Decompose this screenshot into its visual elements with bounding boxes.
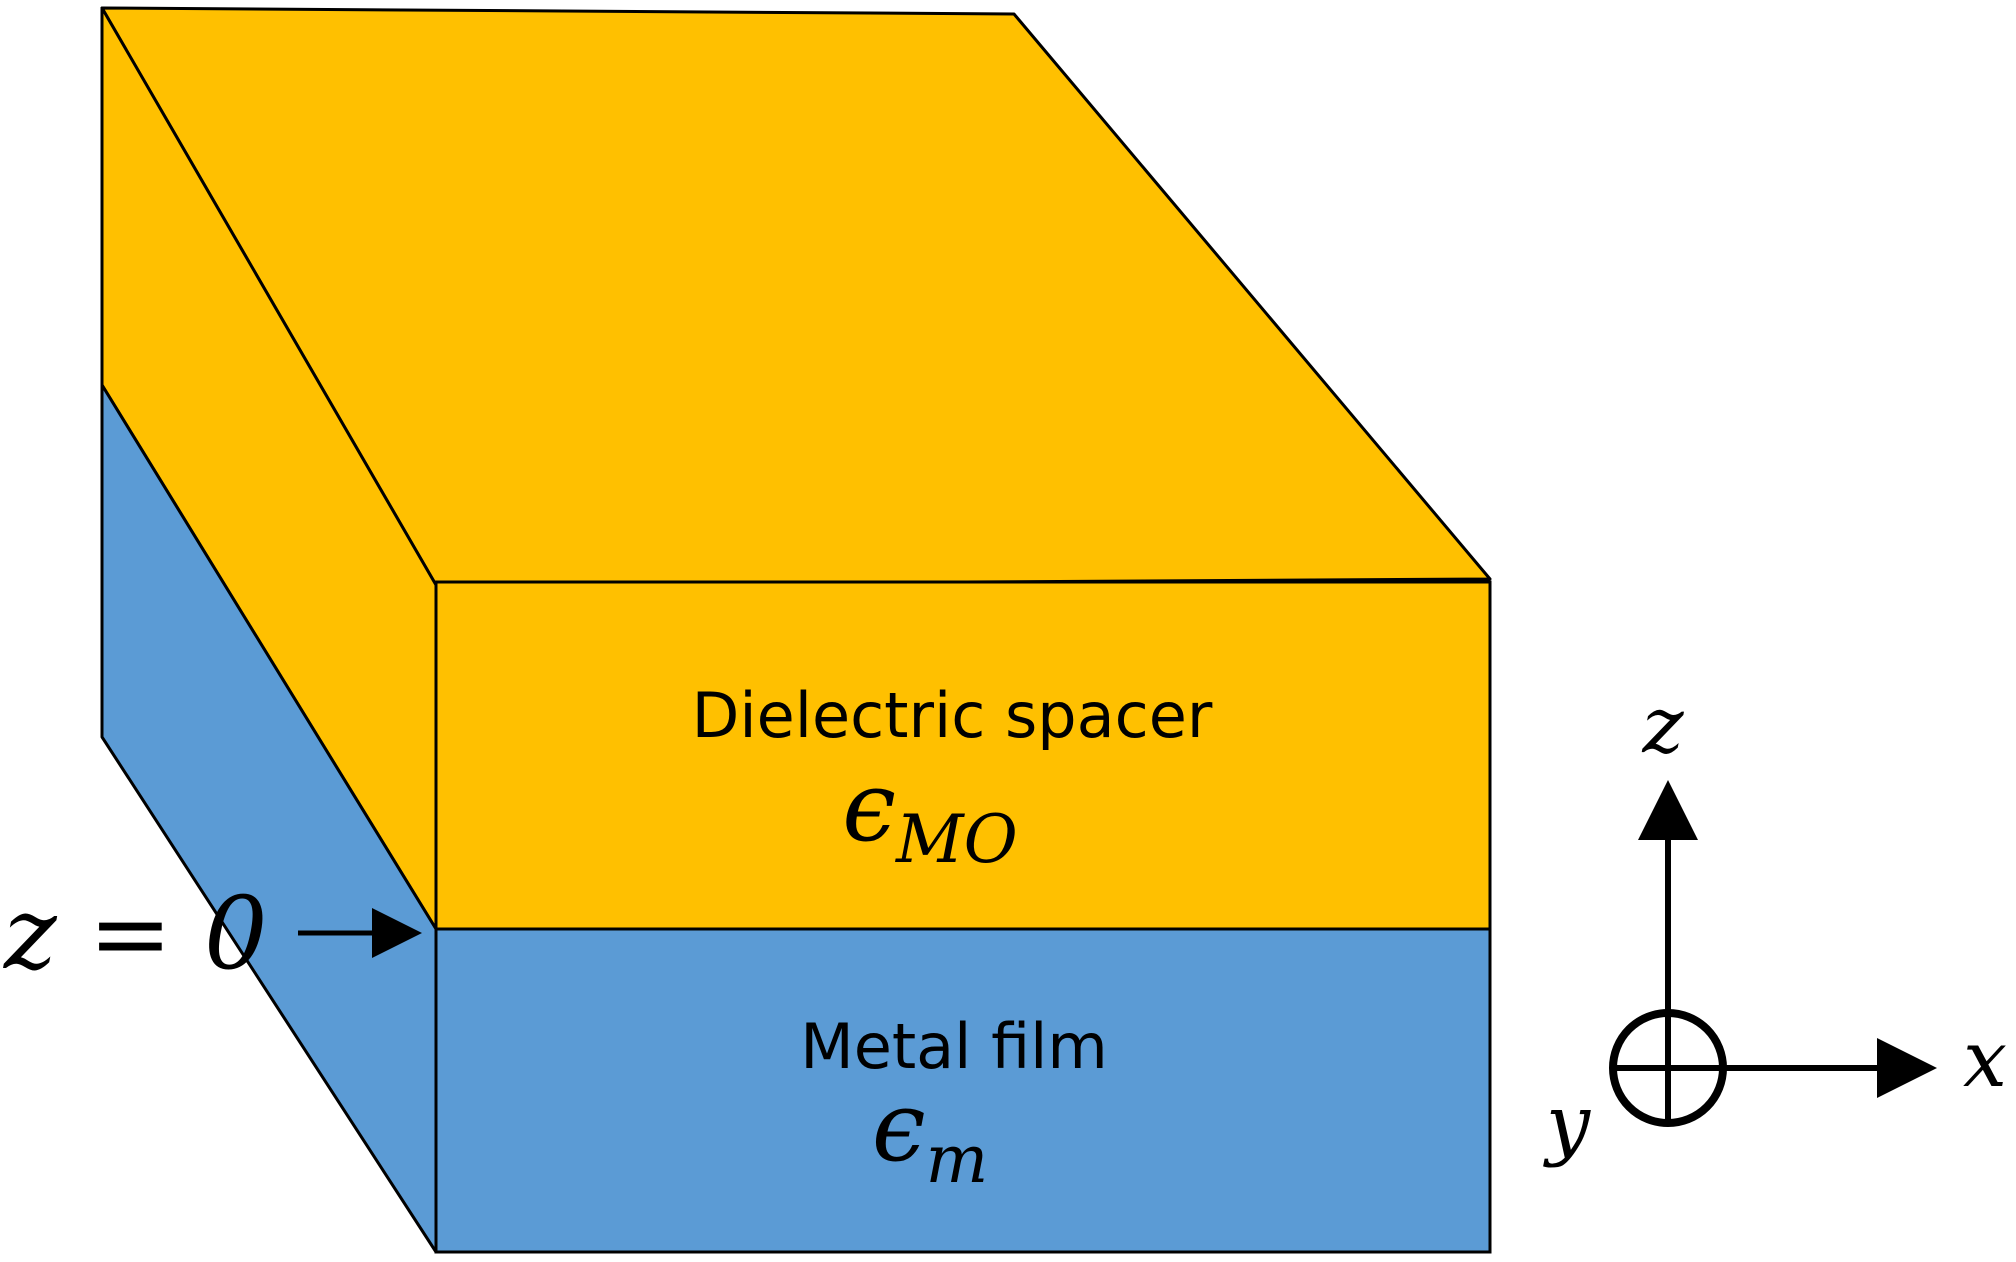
dielectric-permittivity-label: ϵMO: [842, 751, 1017, 878]
dielectric-name-label: Dielectric spacer: [692, 679, 1213, 752]
metal-permittivity-label: ϵm: [872, 1071, 988, 1198]
dielectric-permittivity-symbol: ϵ: [842, 751, 896, 863]
interface-label: z = 0: [3, 875, 268, 992]
metal-permittivity-subscript: m: [926, 1121, 989, 1198]
coordinate-axes: z x y: [1543, 681, 2007, 1169]
dielectric-front-face: [434, 580, 1492, 931]
y-axis-label: y: [1543, 1079, 1591, 1169]
dielectric-layer: [100, 6, 1492, 931]
metal-permittivity-symbol: ϵ: [872, 1071, 926, 1183]
metal-name-label: Metal film: [800, 1010, 1108, 1083]
metal-front-face: [434, 927, 1492, 1254]
metal-layer: [100, 383, 1492, 1254]
dielectric-permittivity-subscript: MO: [895, 801, 1018, 878]
x-axis-label: x: [1963, 1015, 2007, 1105]
z-axis-label: z: [1641, 681, 1684, 771]
